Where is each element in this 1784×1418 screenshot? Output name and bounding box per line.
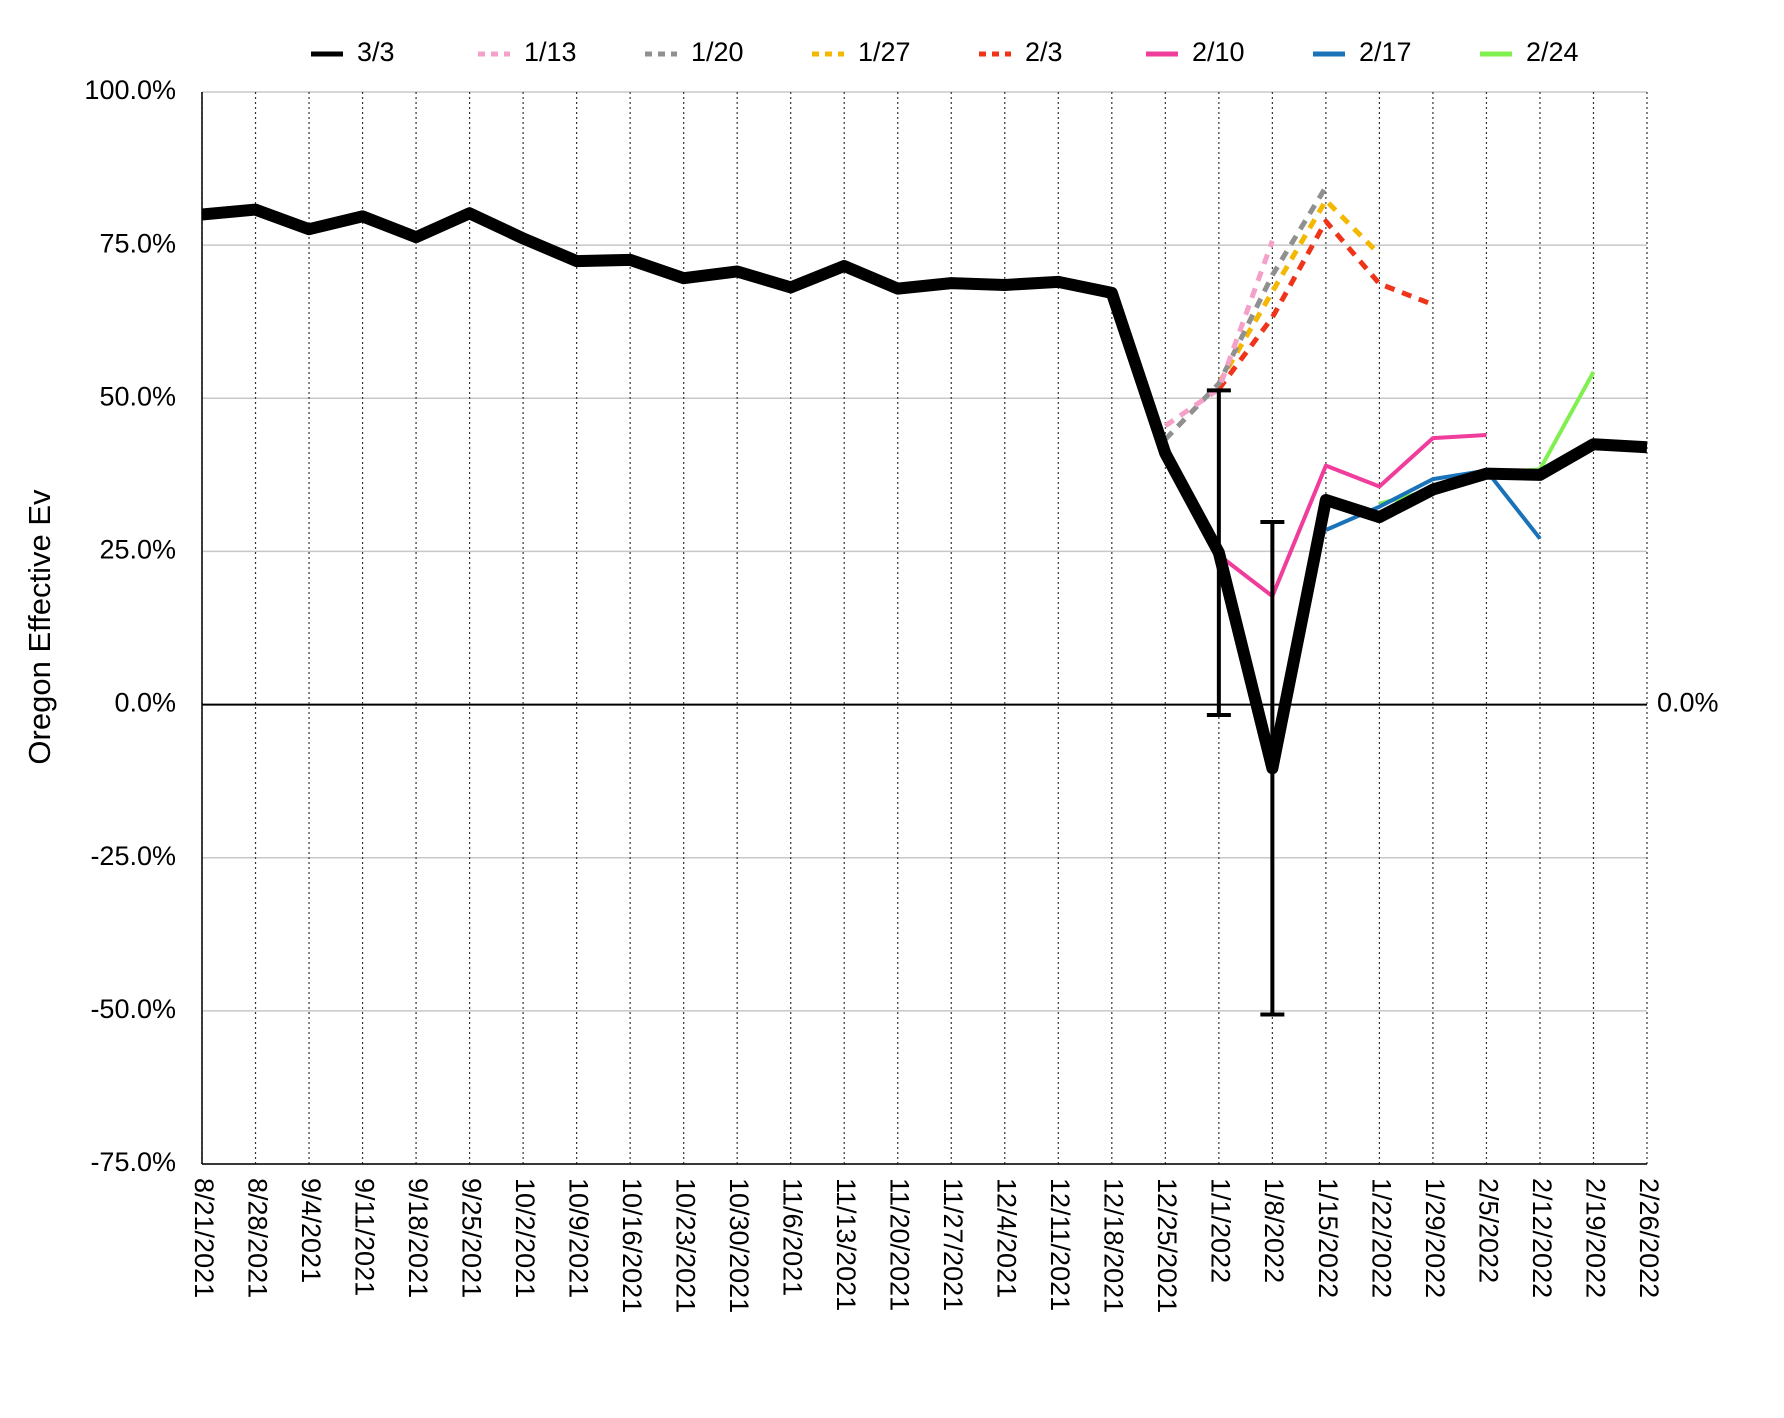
series-line	[1217, 433, 1487, 599]
x-tick-label: 1/29/2022	[1420, 1178, 1450, 1298]
x-tick-label: 9/18/2021	[403, 1178, 433, 1298]
x-tick-label: 2/5/2022	[1473, 1178, 1503, 1283]
x-tick-label: 11/27/2021	[938, 1178, 968, 1311]
x-tick-label: 10/9/2021	[564, 1178, 594, 1298]
x-tick-label: 12/11/2021	[1045, 1178, 1075, 1311]
legend-label: 1/27	[858, 37, 911, 67]
x-tick-label: 9/11/2021	[349, 1178, 379, 1296]
y-axis-label: Oregon Effective Ev	[22, 489, 57, 765]
x-tick-label: 2/12/2022	[1527, 1178, 1557, 1298]
x-tick-label: 1/22/2022	[1366, 1178, 1396, 1298]
series-line	[1163, 185, 1329, 442]
x-tick-label: 12/25/2021	[1152, 1178, 1182, 1313]
x-tick-label: 1/8/2022	[1259, 1178, 1289, 1283]
legend-label: 2/17	[1359, 37, 1412, 67]
y-tick-label: -25.0%	[90, 841, 176, 871]
x-tick-label: 10/30/2021	[724, 1178, 754, 1313]
x-tick-label: 11/13/2021	[831, 1178, 861, 1311]
x-tick-label: 10/16/2021	[617, 1178, 647, 1313]
y-tick-label: 25.0%	[99, 535, 176, 565]
y-tick-label: -50.0%	[90, 994, 176, 1024]
y2-tick-label: 0.0%	[1657, 688, 1719, 718]
x-tick-label: 11/6/2021	[778, 1178, 808, 1296]
y-tick-label: 50.0%	[99, 381, 176, 411]
x-tick-label: 10/2/2021	[510, 1178, 540, 1298]
x-tick-label: 1/15/2022	[1313, 1178, 1343, 1298]
series-line	[201, 203, 1648, 775]
legend-label: 3/3	[357, 37, 395, 67]
x-tick-label: 2/26/2022	[1634, 1178, 1664, 1298]
y-tick-label: 100.0%	[84, 75, 176, 105]
x-tick-label: 9/4/2021	[296, 1178, 326, 1283]
x-tick-label: 2/19/2022	[1580, 1178, 1610, 1298]
x-tick-label: 11/20/2021	[885, 1178, 915, 1311]
x-tick-label: 10/23/2021	[671, 1178, 701, 1313]
x-tick-label: 9/25/2021	[456, 1178, 486, 1298]
y-tick-label: -75.0%	[90, 1147, 176, 1177]
series-line	[1163, 240, 1275, 428]
legend-label: 1/20	[691, 37, 744, 67]
legend-label: 1/13	[524, 37, 577, 67]
series-line	[1216, 218, 1434, 391]
x-tick-label: 12/4/2021	[992, 1178, 1022, 1298]
legend-label: 2/10	[1192, 37, 1245, 67]
y-tick-label: 75.0%	[99, 228, 176, 258]
x-tick-label: 8/28/2021	[242, 1178, 272, 1298]
y-tick-label: 0.0%	[114, 688, 176, 718]
x-tick-label: 1/1/2022	[1206, 1178, 1236, 1283]
legend-label: 2/3	[1025, 37, 1063, 67]
x-tick-label: 8/21/2021	[189, 1178, 219, 1298]
x-tick-label: 12/18/2021	[1099, 1178, 1129, 1313]
legend-label: 2/24	[1526, 37, 1579, 67]
